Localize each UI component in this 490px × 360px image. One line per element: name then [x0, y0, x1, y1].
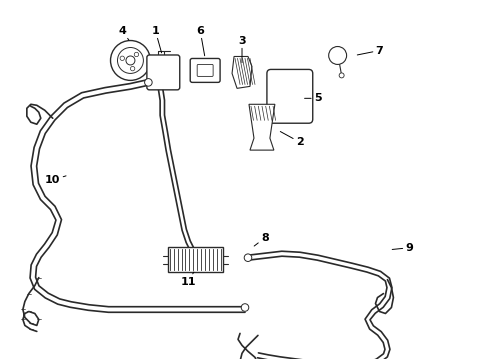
- Text: 4: 4: [119, 26, 129, 40]
- Circle shape: [111, 41, 150, 80]
- Text: 6: 6: [196, 26, 205, 56]
- FancyBboxPatch shape: [267, 69, 313, 123]
- Text: 2: 2: [280, 131, 304, 147]
- FancyBboxPatch shape: [190, 58, 220, 82]
- Polygon shape: [249, 104, 275, 150]
- Circle shape: [118, 48, 144, 73]
- Text: 1: 1: [151, 26, 162, 53]
- Text: 10: 10: [45, 175, 66, 185]
- Text: 8: 8: [254, 233, 269, 246]
- Circle shape: [241, 304, 249, 311]
- FancyBboxPatch shape: [168, 247, 222, 272]
- Text: 3: 3: [238, 36, 246, 63]
- Circle shape: [244, 254, 252, 261]
- Circle shape: [339, 73, 344, 78]
- Circle shape: [145, 78, 152, 86]
- Text: 9: 9: [392, 243, 413, 253]
- Circle shape: [130, 67, 135, 71]
- Circle shape: [329, 46, 346, 64]
- Polygon shape: [232, 57, 252, 88]
- Circle shape: [120, 56, 124, 60]
- Circle shape: [134, 52, 139, 57]
- Text: 11: 11: [180, 272, 196, 287]
- FancyBboxPatch shape: [197, 64, 213, 76]
- Text: 5: 5: [305, 93, 321, 103]
- FancyBboxPatch shape: [147, 55, 180, 90]
- Text: 7: 7: [357, 45, 383, 55]
